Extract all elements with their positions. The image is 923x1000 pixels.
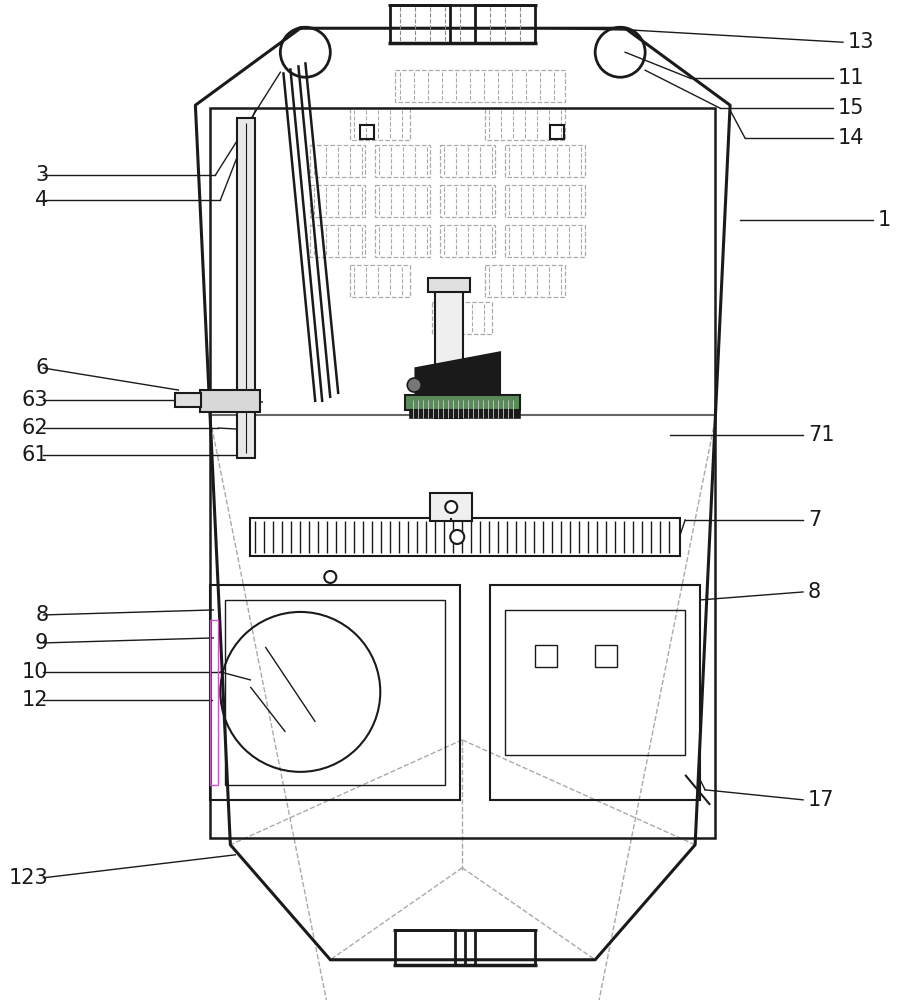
- Circle shape: [324, 571, 336, 583]
- Bar: [376, 225, 430, 257]
- Bar: [225, 600, 445, 785]
- Bar: [200, 390, 260, 412]
- Bar: [440, 145, 496, 177]
- Bar: [395, 930, 455, 965]
- Text: 71: 71: [808, 425, 834, 445]
- Bar: [237, 118, 256, 458]
- Circle shape: [407, 378, 421, 392]
- Text: 12: 12: [22, 690, 48, 710]
- Text: 63: 63: [22, 390, 48, 410]
- Bar: [405, 395, 521, 410]
- Bar: [505, 610, 685, 755]
- Text: 10: 10: [22, 662, 48, 682]
- Bar: [436, 288, 463, 418]
- Bar: [210, 108, 715, 838]
- Text: 8: 8: [808, 582, 821, 602]
- Bar: [432, 302, 492, 334]
- Text: 61: 61: [22, 445, 48, 465]
- Bar: [310, 225, 366, 257]
- Bar: [376, 185, 430, 217]
- Bar: [595, 645, 617, 667]
- Bar: [395, 70, 565, 102]
- Bar: [440, 185, 496, 217]
- Bar: [505, 185, 585, 217]
- Bar: [428, 278, 470, 292]
- Bar: [410, 400, 521, 418]
- Circle shape: [450, 530, 464, 544]
- Text: 7: 7: [808, 510, 821, 530]
- Bar: [430, 493, 473, 521]
- Bar: [351, 265, 410, 297]
- Bar: [505, 145, 585, 177]
- Bar: [390, 5, 450, 43]
- Text: 8: 8: [35, 605, 48, 625]
- Bar: [475, 5, 535, 43]
- Text: 1: 1: [878, 210, 892, 230]
- Polygon shape: [415, 352, 500, 415]
- Bar: [550, 125, 564, 139]
- Bar: [351, 108, 410, 140]
- Text: 15: 15: [838, 98, 865, 118]
- Text: 4: 4: [35, 190, 48, 210]
- Bar: [310, 185, 366, 217]
- Bar: [535, 645, 557, 667]
- Text: 11: 11: [838, 68, 865, 88]
- Text: 17: 17: [808, 790, 834, 810]
- Bar: [175, 393, 201, 407]
- Bar: [376, 145, 430, 177]
- Bar: [210, 620, 219, 785]
- Text: 123: 123: [8, 868, 48, 888]
- Bar: [475, 930, 535, 965]
- Bar: [485, 265, 565, 297]
- Text: 9: 9: [35, 633, 48, 653]
- Bar: [485, 108, 565, 140]
- Text: 62: 62: [22, 418, 48, 438]
- Text: 14: 14: [838, 128, 865, 148]
- Bar: [490, 585, 701, 800]
- Text: 13: 13: [848, 32, 874, 52]
- Text: 6: 6: [35, 358, 48, 378]
- Bar: [505, 225, 585, 257]
- Bar: [360, 125, 375, 139]
- Text: 3: 3: [35, 165, 48, 185]
- Bar: [310, 145, 366, 177]
- Circle shape: [445, 501, 457, 513]
- Bar: [440, 225, 496, 257]
- Bar: [210, 585, 461, 800]
- Bar: [250, 518, 680, 556]
